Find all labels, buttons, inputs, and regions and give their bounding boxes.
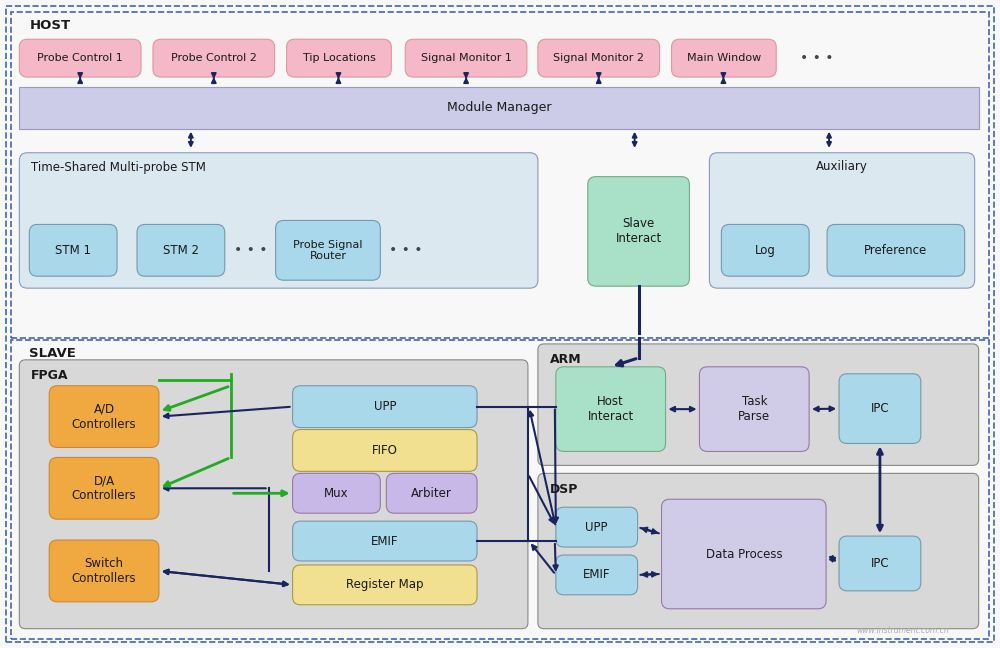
Text: • • •: • • • bbox=[389, 243, 422, 257]
Text: Time-Shared Multi-probe STM: Time-Shared Multi-probe STM bbox=[31, 161, 206, 174]
Text: • • •: • • • bbox=[234, 243, 267, 257]
Bar bbox=[11, 340, 989, 639]
Text: Probe Signal
Router: Probe Signal Router bbox=[293, 240, 363, 261]
FancyBboxPatch shape bbox=[538, 40, 660, 77]
FancyBboxPatch shape bbox=[827, 224, 965, 276]
Text: FIFO: FIFO bbox=[372, 444, 398, 457]
FancyBboxPatch shape bbox=[672, 40, 776, 77]
FancyBboxPatch shape bbox=[29, 224, 117, 276]
FancyBboxPatch shape bbox=[839, 374, 921, 443]
FancyBboxPatch shape bbox=[721, 224, 809, 276]
Text: Register Map: Register Map bbox=[346, 579, 424, 592]
Text: Preference: Preference bbox=[864, 244, 928, 257]
FancyBboxPatch shape bbox=[538, 473, 979, 629]
FancyBboxPatch shape bbox=[556, 367, 666, 452]
FancyBboxPatch shape bbox=[19, 153, 538, 288]
Text: Signal Monitor 1: Signal Monitor 1 bbox=[421, 53, 512, 63]
Text: Signal Monitor 2: Signal Monitor 2 bbox=[553, 53, 644, 63]
Text: Probe Control 1: Probe Control 1 bbox=[37, 53, 123, 63]
Text: SLAVE: SLAVE bbox=[29, 347, 76, 360]
FancyBboxPatch shape bbox=[49, 540, 159, 602]
Text: STM 1: STM 1 bbox=[55, 244, 91, 257]
Text: Slave
Interact: Slave Interact bbox=[615, 217, 662, 246]
Text: www.instrument.com.cn: www.instrument.com.cn bbox=[856, 626, 949, 634]
FancyBboxPatch shape bbox=[556, 507, 638, 547]
Text: DSP: DSP bbox=[550, 483, 578, 496]
Text: Auxiliary: Auxiliary bbox=[816, 160, 868, 173]
Text: Mux: Mux bbox=[324, 487, 349, 500]
Text: Log: Log bbox=[755, 244, 776, 257]
Text: ARM: ARM bbox=[550, 353, 581, 366]
FancyBboxPatch shape bbox=[293, 430, 477, 471]
Text: IPC: IPC bbox=[871, 557, 889, 570]
Text: A/D
Controllers: A/D Controllers bbox=[72, 402, 136, 431]
Text: D/A
Controllers: D/A Controllers bbox=[72, 474, 136, 502]
FancyBboxPatch shape bbox=[556, 555, 638, 595]
FancyBboxPatch shape bbox=[839, 536, 921, 591]
FancyBboxPatch shape bbox=[293, 565, 477, 605]
Text: Module Manager: Module Manager bbox=[447, 102, 551, 115]
Text: Arbiter: Arbiter bbox=[411, 487, 452, 500]
Text: Tip Locations: Tip Locations bbox=[303, 53, 375, 63]
FancyBboxPatch shape bbox=[49, 386, 159, 448]
FancyBboxPatch shape bbox=[137, 224, 225, 276]
Text: Switch
Controllers: Switch Controllers bbox=[72, 557, 136, 585]
FancyBboxPatch shape bbox=[293, 521, 477, 561]
FancyBboxPatch shape bbox=[293, 386, 477, 428]
FancyBboxPatch shape bbox=[293, 473, 380, 513]
FancyBboxPatch shape bbox=[538, 344, 979, 465]
FancyBboxPatch shape bbox=[699, 367, 809, 452]
FancyBboxPatch shape bbox=[276, 220, 380, 280]
FancyBboxPatch shape bbox=[709, 153, 975, 288]
FancyBboxPatch shape bbox=[386, 473, 477, 513]
Text: EMIF: EMIF bbox=[583, 568, 610, 581]
Text: UPP: UPP bbox=[585, 520, 608, 533]
FancyBboxPatch shape bbox=[287, 40, 391, 77]
Text: Probe Control 2: Probe Control 2 bbox=[171, 53, 257, 63]
Text: Host
Interact: Host Interact bbox=[588, 395, 634, 423]
Text: Task
Parse: Task Parse bbox=[738, 395, 770, 423]
Text: UPP: UPP bbox=[374, 400, 396, 413]
Text: EMIF: EMIF bbox=[371, 535, 399, 548]
FancyBboxPatch shape bbox=[19, 360, 528, 629]
Text: Data Process: Data Process bbox=[706, 548, 782, 561]
Bar bbox=[19, 87, 979, 129]
Text: IPC: IPC bbox=[871, 402, 889, 415]
FancyBboxPatch shape bbox=[588, 177, 689, 286]
FancyBboxPatch shape bbox=[49, 457, 159, 519]
FancyBboxPatch shape bbox=[19, 40, 141, 77]
FancyBboxPatch shape bbox=[662, 499, 826, 608]
Text: HOST: HOST bbox=[29, 19, 70, 32]
Text: STM 2: STM 2 bbox=[163, 244, 199, 257]
FancyBboxPatch shape bbox=[153, 40, 275, 77]
Text: FPGA: FPGA bbox=[31, 369, 69, 382]
Text: Main Window: Main Window bbox=[687, 53, 761, 63]
Bar bbox=[11, 12, 989, 338]
FancyBboxPatch shape bbox=[405, 40, 527, 77]
Text: • • •: • • • bbox=[800, 51, 834, 65]
